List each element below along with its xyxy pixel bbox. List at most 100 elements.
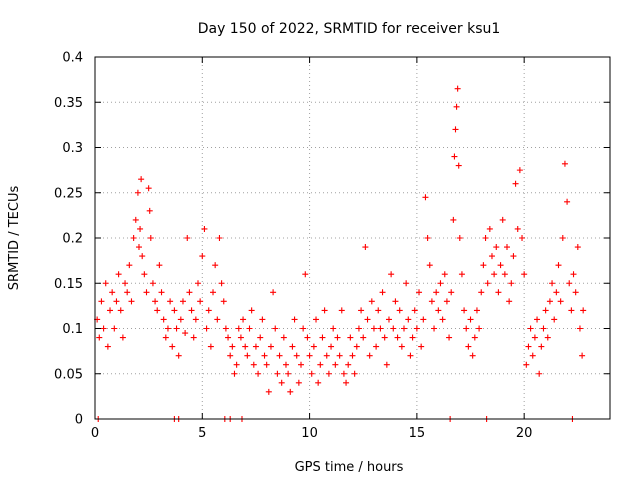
data-point [497, 262, 504, 269]
data-point [295, 379, 302, 386]
data-point [160, 316, 167, 323]
data-point [100, 325, 107, 332]
data-point [179, 298, 186, 305]
data-point [152, 298, 159, 305]
data-point [109, 289, 116, 296]
data-point [538, 343, 545, 350]
data-point [237, 334, 244, 341]
data-point [422, 194, 429, 201]
data-point [104, 343, 111, 350]
data-point [255, 370, 262, 377]
data-point [107, 307, 114, 314]
data-point [392, 298, 399, 305]
data-point [499, 216, 506, 223]
data-point [456, 235, 463, 241]
data-point [220, 298, 227, 305]
data-point [508, 280, 515, 287]
data-point [531, 334, 538, 341]
y-tick-label: 0.35 [54, 96, 83, 111]
data-point [549, 280, 556, 287]
data-point [536, 370, 543, 377]
y-tick-label: 0.15 [54, 277, 83, 292]
data-point [287, 388, 294, 395]
data-point [134, 189, 141, 196]
data-point [240, 316, 247, 323]
data-point [544, 334, 551, 341]
data-point [458, 271, 465, 278]
data-point [147, 235, 154, 241]
data-point [304, 334, 311, 341]
x-tick-label: 20 [516, 426, 533, 441]
axis-ticks [94, 56, 610, 420]
data-point [370, 325, 377, 332]
data-point [368, 298, 375, 305]
data-point [385, 316, 392, 323]
data-point [302, 271, 309, 278]
data-point [349, 352, 356, 359]
data-point [478, 289, 485, 296]
data-point [435, 307, 442, 314]
data-point [257, 334, 264, 341]
data-point [190, 334, 197, 341]
data-point [542, 307, 549, 314]
data-point [355, 325, 362, 332]
data-point [452, 126, 459, 133]
data-point [486, 225, 493, 232]
data-point [504, 244, 510, 251]
data-point [403, 280, 410, 287]
data-point [310, 343, 317, 350]
data-point [450, 216, 457, 223]
data-point [364, 316, 371, 323]
y-tick-label: 0 [75, 413, 83, 428]
data-point [278, 379, 285, 386]
data-point [358, 307, 365, 314]
data-point [212, 262, 219, 269]
data-point [473, 307, 480, 314]
data-point [169, 343, 176, 350]
data-point [396, 307, 403, 314]
data-point [323, 352, 330, 359]
data-point [484, 280, 491, 287]
data-point [300, 325, 307, 332]
data-point [146, 207, 153, 214]
data-point [579, 352, 586, 359]
data-point [471, 334, 478, 341]
data-point [330, 325, 337, 332]
data-point [158, 289, 165, 296]
data-point [431, 325, 438, 332]
data-point [195, 280, 201, 287]
data-point [561, 160, 568, 167]
data-point [568, 307, 575, 314]
data-point [162, 334, 169, 341]
data-point [259, 316, 266, 323]
data-point [177, 316, 184, 323]
data-point [495, 289, 502, 296]
data-point [343, 379, 350, 386]
data-point [390, 325, 397, 332]
data-point [328, 343, 335, 350]
data-point [267, 343, 274, 350]
data-point [199, 253, 206, 260]
x-tick-label: 10 [301, 426, 318, 441]
data-point [186, 289, 193, 296]
data-point [225, 334, 232, 341]
data-point [527, 325, 534, 332]
data-point [424, 235, 431, 241]
data-point [407, 352, 414, 359]
data-point [381, 334, 388, 341]
data-point [377, 325, 384, 332]
data-point [117, 307, 124, 314]
data-point [280, 334, 287, 341]
data-point [383, 361, 390, 368]
data-point [441, 271, 448, 278]
data-point [218, 280, 225, 287]
data-point [454, 85, 461, 92]
data-point [229, 343, 236, 350]
data-point [534, 316, 541, 323]
data-point [188, 307, 195, 314]
data-point [248, 307, 255, 314]
data-point [205, 307, 212, 314]
data-point [345, 361, 352, 368]
data-point [128, 298, 135, 305]
